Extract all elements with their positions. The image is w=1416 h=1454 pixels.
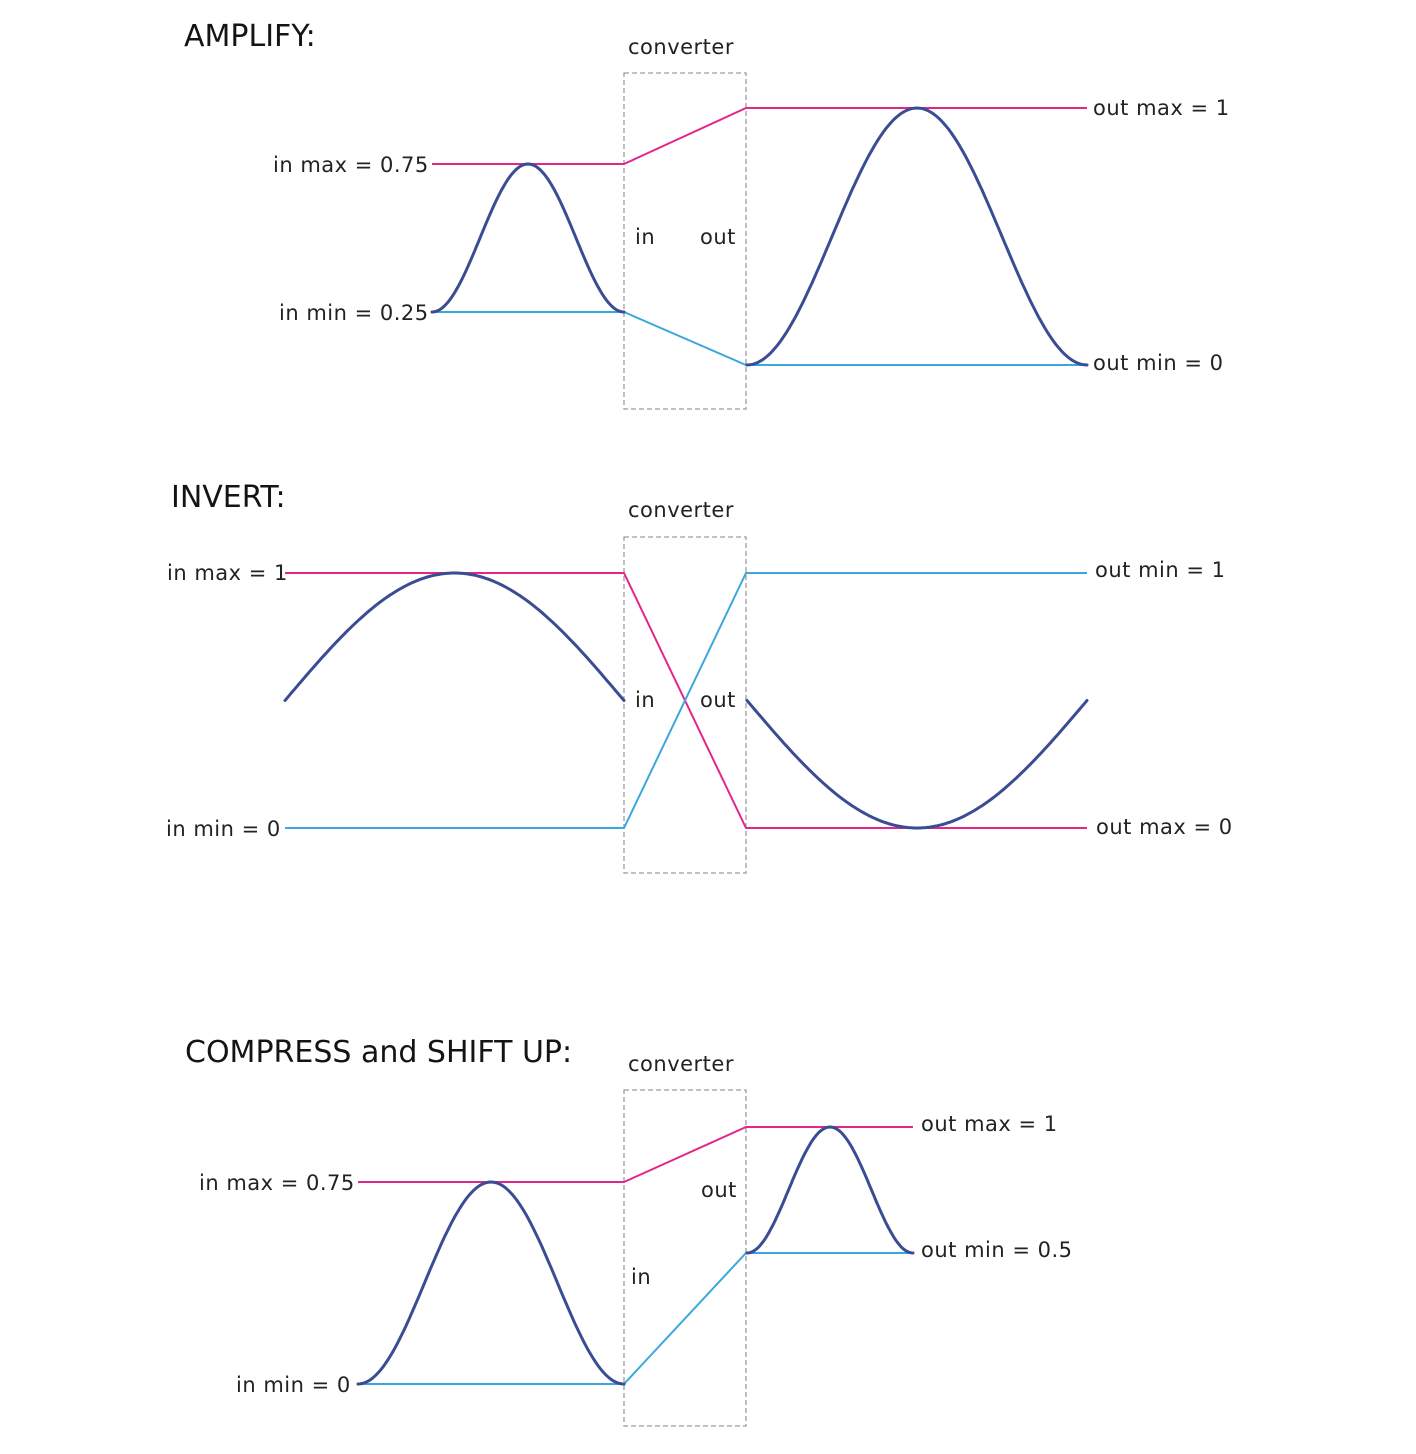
in-port-label: in <box>631 1265 651 1289</box>
output-wave <box>745 699 1089 830</box>
max-mapping-line <box>432 107 1087 165</box>
converter-box <box>623 72 747 410</box>
in-max-label: in max = 0.75 <box>273 153 429 177</box>
out-max-label: out max = 0 <box>1096 815 1233 839</box>
out-max-label: out max = 1 <box>921 1112 1058 1136</box>
out-port-label: out <box>700 225 736 249</box>
in-port-label: in <box>635 225 655 249</box>
converter-box <box>623 1089 747 1427</box>
output-wave <box>745 106 1089 367</box>
converter-box <box>623 536 747 874</box>
out-min-label: out min = 0 <box>1093 351 1223 375</box>
out-port-label: out <box>700 688 736 712</box>
min-mapping-line <box>358 1252 913 1385</box>
converter-label: converter <box>628 1052 734 1076</box>
panel-title: INVERT: <box>171 480 286 515</box>
panel-amplify: AMPLIFY: converter in max = 0.75 in min … <box>184 19 1230 410</box>
panel-title: AMPLIFY: <box>184 19 316 54</box>
in-max-label: in max = 0.75 <box>199 1171 355 1195</box>
out-max-label: out max = 1 <box>1093 96 1230 120</box>
in-min-label: in min = 0.25 <box>279 301 429 325</box>
converter-label: converter <box>628 498 734 522</box>
panel-compress-shift-up: COMPRESS and SHIFT UP: converter in max … <box>185 1035 1073 1427</box>
output-wave <box>745 1125 915 1255</box>
panel-invert: INVERT: converter in max = 1 in min = 0 … <box>166 480 1233 874</box>
out-port-label: out <box>701 1178 737 1202</box>
in-min-label: in min = 0 <box>166 817 281 841</box>
out-min-label: out min = 0.5 <box>921 1238 1073 1262</box>
min-mapping-line <box>285 572 1087 829</box>
input-wave <box>356 1180 626 1386</box>
out-min-label: out min = 1 <box>1095 558 1225 582</box>
max-mapping-line <box>358 1126 913 1183</box>
in-port-label: in <box>635 688 655 712</box>
input-wave <box>430 162 626 314</box>
in-min-label: in min = 0 <box>236 1373 351 1397</box>
min-mapping-line <box>432 311 1087 366</box>
input-wave <box>283 571 626 702</box>
converter-label: converter <box>628 35 734 59</box>
in-max-label: in max = 1 <box>167 561 288 585</box>
panel-title: COMPRESS and SHIFT UP: <box>185 1035 572 1070</box>
